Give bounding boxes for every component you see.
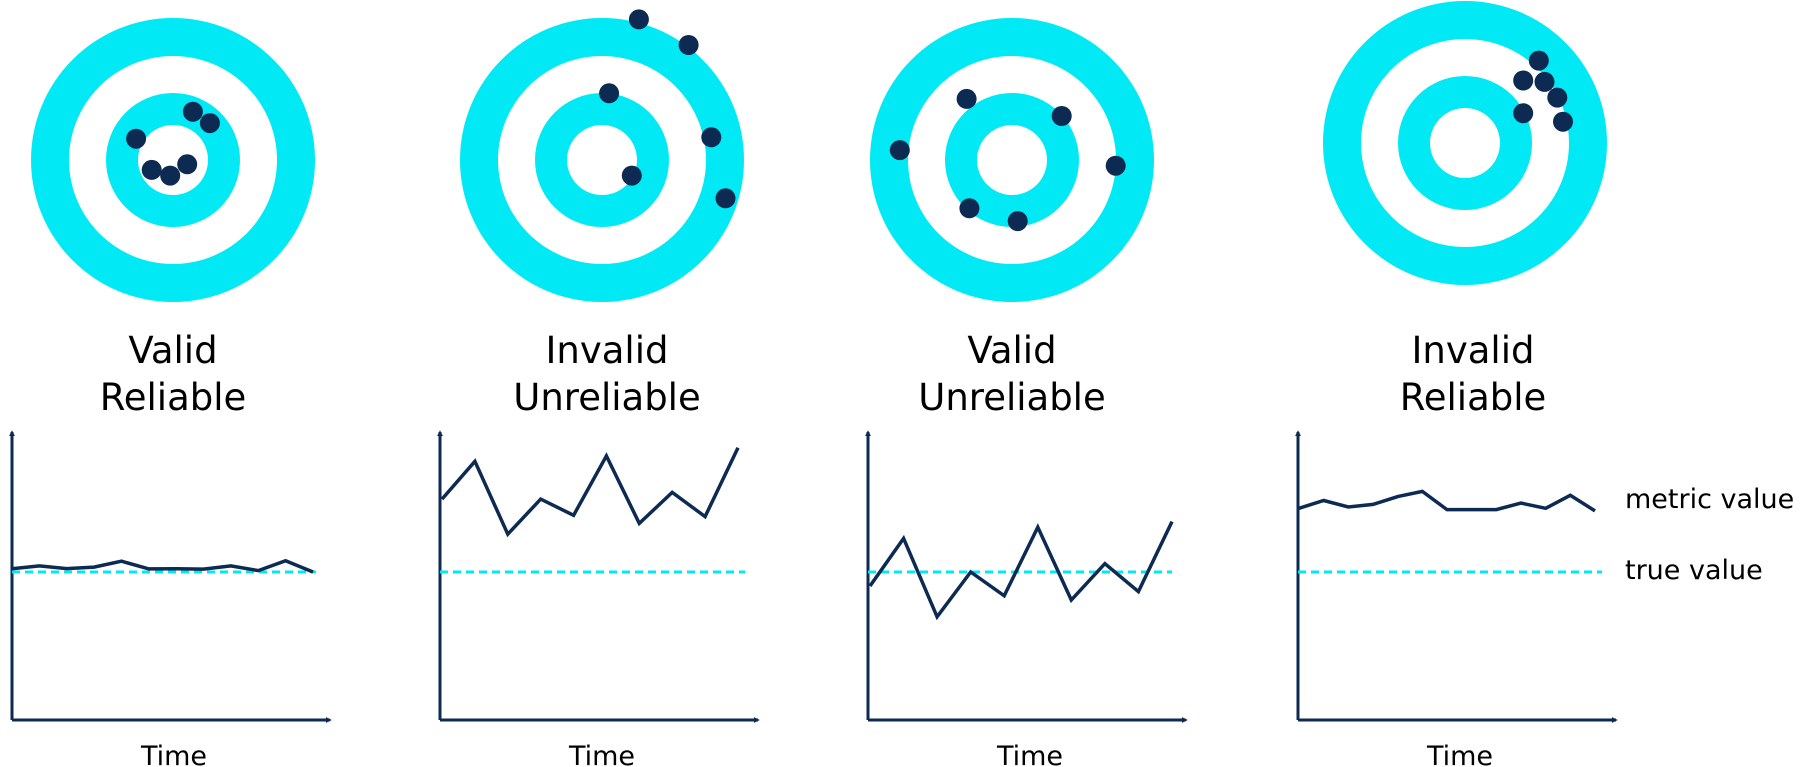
hit-dot (621, 165, 642, 186)
caption-panel-2: Invalid Unreliable (457, 327, 757, 421)
hit-dot (177, 154, 198, 175)
hit-dot (182, 101, 203, 122)
hit-dot (701, 127, 722, 148)
metric-value-line (440, 447, 740, 538)
target-bullseye-gap (567, 125, 637, 195)
panel-4: Time (1295, 1, 1618, 767)
caption-validity: Invalid (545, 329, 669, 372)
hit-dot (628, 9, 649, 30)
target-board-2 (460, 9, 744, 302)
time-plot-3: Time (865, 430, 1188, 767)
time-plot-2: Time (437, 430, 760, 767)
caption-reliability: Unreliable (513, 376, 701, 419)
caption-validity: Valid (967, 329, 1057, 372)
time-plot-4: Time (1295, 430, 1618, 767)
target-hits-3 (889, 88, 1126, 232)
target-hits-1 (126, 101, 220, 186)
hit-dot (1007, 211, 1028, 232)
metric-value-line (868, 520, 1174, 621)
hit-dot (959, 198, 980, 219)
caption-reliability: Reliable (99, 376, 247, 419)
hit-dot (1051, 106, 1072, 126)
x-axis-label: Time (140, 741, 207, 767)
target-bullseye-gap (977, 125, 1047, 195)
hit-dot (1547, 87, 1568, 108)
legend: metric value true value (1625, 484, 1794, 586)
target-board-4 (1323, 1, 1607, 285)
x-axis-label: Time (1426, 741, 1493, 767)
metric-value-line (11, 558, 314, 574)
caption-validity: Valid (128, 329, 218, 372)
caption-panel-3: Valid Unreliable (862, 327, 1162, 421)
hit-dot (889, 140, 910, 161)
caption-reliability: Unreliable (918, 376, 1106, 419)
x-axis-label: Time (568, 741, 635, 767)
hit-dot (1513, 103, 1534, 124)
time-plot-1: Time (9, 430, 332, 767)
target-board-3 (870, 18, 1154, 302)
hit-dot (199, 113, 220, 134)
hit-dot (1534, 71, 1555, 92)
hit-dot (1528, 50, 1549, 71)
caption-reliability: Reliable (1399, 376, 1547, 419)
hit-dot (160, 165, 181, 186)
target-hits-4 (1513, 50, 1573, 132)
hit-dot (1105, 155, 1126, 176)
caption-validity: Invalid (1411, 329, 1535, 372)
hit-dot (141, 159, 162, 180)
hit-dot (678, 35, 699, 55)
panel-1: Time (9, 18, 332, 767)
caption-panel-1: Valid Reliable (23, 327, 323, 421)
legend-true-value: true value (1625, 555, 1763, 586)
hit-dot (1513, 70, 1534, 91)
hit-dot (1553, 111, 1573, 132)
panel-2: Time (437, 9, 760, 767)
hit-dot (599, 83, 620, 104)
panel-3: Time (865, 18, 1188, 767)
hit-dot (126, 128, 147, 149)
x-axis-label: Time (996, 741, 1063, 767)
target-bullseye-gap (1430, 108, 1500, 178)
caption-panel-4: Invalid Reliable (1323, 327, 1623, 421)
hit-dot (715, 188, 736, 209)
legend-metric-value: metric value (1625, 484, 1794, 515)
target-hits-2 (599, 9, 736, 209)
target-board-1 (31, 18, 315, 302)
metric-value-line (1298, 489, 1596, 513)
hit-dot (956, 88, 977, 109)
